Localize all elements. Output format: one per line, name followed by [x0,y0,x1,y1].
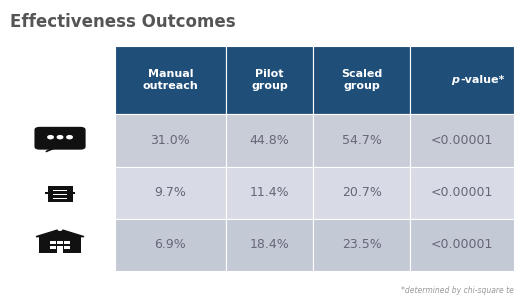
Bar [313,167,410,219]
Bar [226,46,313,115]
Text: 31.0%: 31.0% [150,134,190,147]
Bar [410,219,514,271]
Text: <0.00001: <0.00001 [431,134,493,147]
Circle shape [58,228,62,230]
Bar [313,46,410,115]
Bar [57,241,63,244]
Text: 23.5%: 23.5% [342,238,382,251]
FancyBboxPatch shape [34,127,86,150]
Circle shape [54,190,57,193]
Polygon shape [46,147,58,152]
Bar [226,219,313,271]
Bar [410,46,514,115]
Bar [226,115,313,167]
Bar [53,194,67,195]
Circle shape [57,136,63,139]
Bar [115,46,226,115]
Bar [45,192,75,194]
Bar [39,237,81,253]
Bar [226,167,313,219]
Bar [57,248,63,253]
Bar [50,241,55,244]
Text: Scaled
group: Scaled group [341,69,383,91]
Bar [313,115,410,167]
Circle shape [67,136,72,139]
Bar [115,219,226,271]
Circle shape [48,136,53,139]
Bar [53,198,67,199]
Text: 18.4%: 18.4% [250,238,290,251]
Text: <0.00001: <0.00001 [431,238,493,251]
Bar [64,241,70,244]
Text: 44.8%: 44.8% [250,134,290,147]
FancyBboxPatch shape [48,186,73,202]
Bar [115,167,226,219]
Bar [115,115,226,167]
Bar [57,246,63,249]
Text: -value*: -value* [460,75,505,85]
Text: 6.9%: 6.9% [155,238,186,251]
Text: <0.00001: <0.00001 [431,186,493,199]
Text: Manual
outreach: Manual outreach [143,69,198,91]
Text: 11.4%: 11.4% [250,186,289,199]
Polygon shape [36,229,84,237]
Text: 54.7%: 54.7% [342,134,382,147]
Text: Pilot
group: Pilot group [251,69,288,91]
Text: 20.7%: 20.7% [342,186,382,199]
Text: Effectiveness Outcomes: Effectiveness Outcomes [10,13,236,31]
Bar [410,167,514,219]
Text: 9.7%: 9.7% [155,186,186,199]
Circle shape [57,188,60,189]
Bar [313,219,410,271]
Bar [50,246,55,249]
Bar [410,115,514,167]
Bar [53,190,67,191]
Bar [64,246,70,249]
Text: *determined by chi-square te: *determined by chi-square te [401,286,514,295]
Circle shape [61,189,64,191]
Text: p: p [452,75,459,85]
